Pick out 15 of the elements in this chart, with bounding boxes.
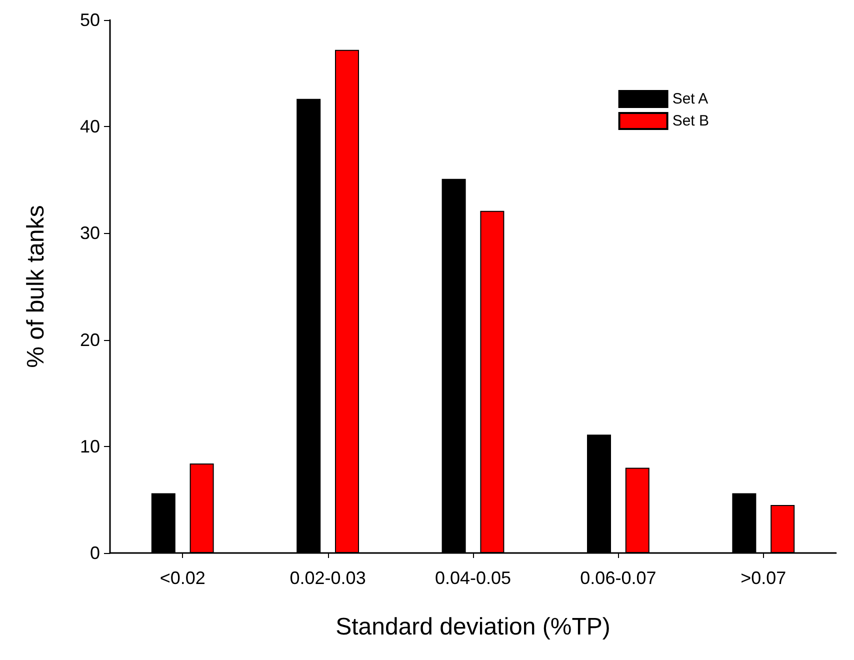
y-tick-label: 50 [80, 10, 100, 30]
x-tick-label: <0.02 [160, 568, 206, 588]
legend-label: Set B [672, 112, 709, 130]
y-tick-label: 40 [80, 116, 100, 137]
x-tick-label: 0.02-0.03 [290, 568, 366, 588]
y-tick-label: 0 [90, 543, 100, 563]
legend-label: Set A [672, 90, 708, 108]
x-axis-title: Standard deviation (%TP) [336, 614, 610, 640]
x-tick-label: 0.06-0.07 [580, 568, 656, 588]
y-tick-label: 30 [80, 223, 100, 244]
y-tick-label: 20 [80, 330, 100, 350]
y-tick-label: 10 [80, 436, 100, 456]
x-tick-label: 0.04-0.05 [434, 568, 512, 588]
x-tick-label: >0.07 [740, 568, 786, 588]
y-axis-title: % of bulk tanks [22, 205, 50, 368]
